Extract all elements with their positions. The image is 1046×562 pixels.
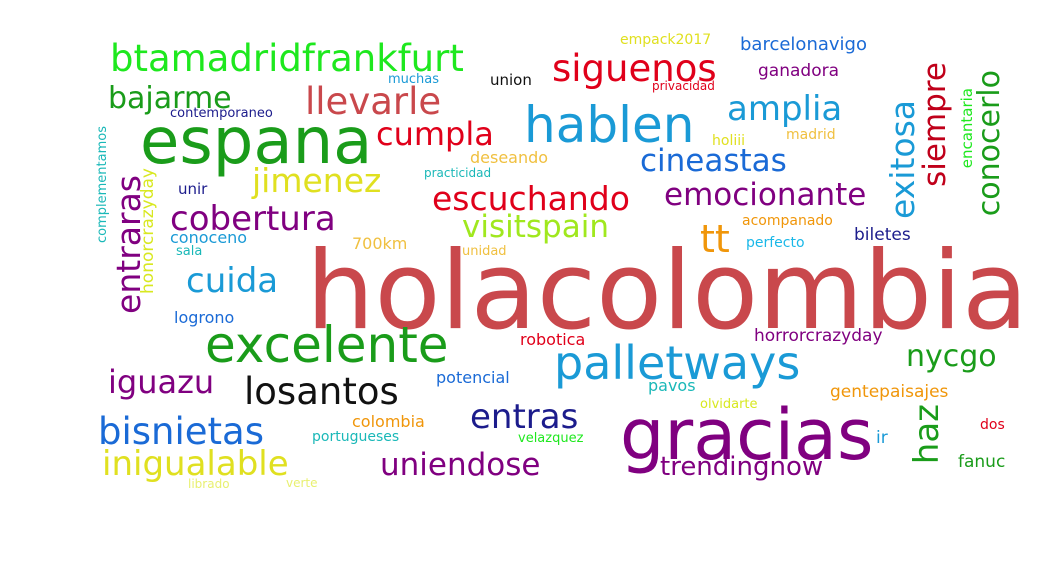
word-holacolombia: holacolombia bbox=[306, 229, 1029, 354]
word-honorcrazyday: honorcrazyday bbox=[138, 168, 158, 294]
word-llevarle: llevarle bbox=[305, 80, 442, 123]
word-madrid: madrid bbox=[786, 127, 836, 143]
word-holiii: holiii bbox=[712, 133, 745, 149]
word-cuida: cuida bbox=[186, 261, 279, 301]
word-contemporaneo: contemporaneo bbox=[170, 106, 273, 121]
word-entras: entras bbox=[470, 397, 579, 437]
word-encantaria: encantaria bbox=[958, 88, 976, 169]
word-colombia: colombia bbox=[352, 412, 425, 431]
word-gracias: gracias bbox=[620, 394, 874, 476]
word-unidad: unidad bbox=[462, 244, 507, 259]
word-fanuc: fanuc bbox=[958, 452, 1006, 472]
word-horrorcrazyday: horrorcrazyday bbox=[754, 326, 883, 346]
word-practicidad: practicidad bbox=[424, 166, 492, 180]
word-espana: espana bbox=[140, 105, 373, 179]
word-empack2017: empack2017 bbox=[620, 32, 712, 48]
word-trendingnow: trendingnow bbox=[660, 452, 824, 482]
word-bisnietas: bisnietas bbox=[98, 410, 264, 453]
word-complementamos: complementamos bbox=[95, 126, 110, 243]
word-visitspain: visitspain bbox=[462, 209, 609, 245]
word-escuchando: escuchando bbox=[432, 179, 630, 218]
word-emocionante: emocionante bbox=[664, 177, 867, 213]
word-hablen: hablen bbox=[524, 96, 695, 154]
word-logrono: logrono bbox=[174, 308, 235, 327]
word-bajarme: bajarme bbox=[108, 81, 232, 116]
word-olvidarte: olvidarte bbox=[700, 397, 758, 412]
word-conocerlo: conocerlo bbox=[972, 70, 1007, 217]
word-verte: verte bbox=[286, 476, 318, 490]
word-biletes: biletes bbox=[854, 225, 911, 245]
word-jimenez: jimenez bbox=[252, 161, 382, 200]
word-ir: ir bbox=[876, 428, 888, 448]
word-deseando: deseando bbox=[470, 148, 549, 167]
word-uniendose: uniendose bbox=[380, 447, 541, 483]
word-inigualable: inigualable bbox=[102, 444, 289, 484]
word-losantos: losantos bbox=[244, 370, 399, 413]
word-perfecto: perfecto bbox=[746, 235, 805, 251]
word-nycgo: nycgo bbox=[906, 339, 997, 374]
word-exitosa: exitosa bbox=[883, 100, 922, 219]
word-btamadridfrankfurt: btamadridfrankfurt bbox=[110, 37, 464, 80]
word-unir: unir bbox=[178, 180, 208, 198]
word-barcelonavigo: barcelonavigo bbox=[740, 34, 867, 55]
word-dos: dos bbox=[980, 417, 1005, 433]
word-gentepaisajes: gentepaisajes bbox=[830, 382, 949, 402]
word-sala: sala bbox=[176, 244, 203, 259]
word-union: union bbox=[490, 71, 532, 89]
word-siguenos: siguenos bbox=[552, 47, 717, 90]
word-portugueses: portugueses bbox=[312, 429, 400, 445]
word-cumpla: cumpla bbox=[376, 115, 494, 153]
word-pavos: pavos bbox=[648, 376, 696, 395]
word-siempre: siempre bbox=[917, 62, 953, 187]
word-700km: 700km bbox=[352, 234, 408, 253]
word-tt: tt bbox=[700, 217, 730, 261]
word-amplia: amplia bbox=[727, 89, 843, 129]
word-haz: haz bbox=[907, 404, 947, 465]
word-acompanado: acompanado bbox=[742, 213, 833, 229]
word-potencial: potencial bbox=[436, 368, 510, 387]
word-velazquez: velazquez bbox=[518, 431, 584, 446]
word-iguazu: iguazu bbox=[108, 363, 215, 401]
word-excelente: excelente bbox=[205, 316, 449, 374]
word-robotica: robotica bbox=[520, 330, 586, 349]
word-cineastas: cineastas bbox=[640, 143, 787, 179]
word-conoceno: conoceno bbox=[170, 228, 248, 247]
word-cobertura: cobertura bbox=[170, 199, 336, 239]
word-muchas: muchas bbox=[388, 72, 440, 87]
word-palletways: palletways bbox=[554, 336, 801, 390]
word-privacidad: privacidad bbox=[652, 79, 715, 93]
word-ganadora: ganadora bbox=[758, 61, 839, 81]
word-librado: librado bbox=[188, 477, 230, 491]
